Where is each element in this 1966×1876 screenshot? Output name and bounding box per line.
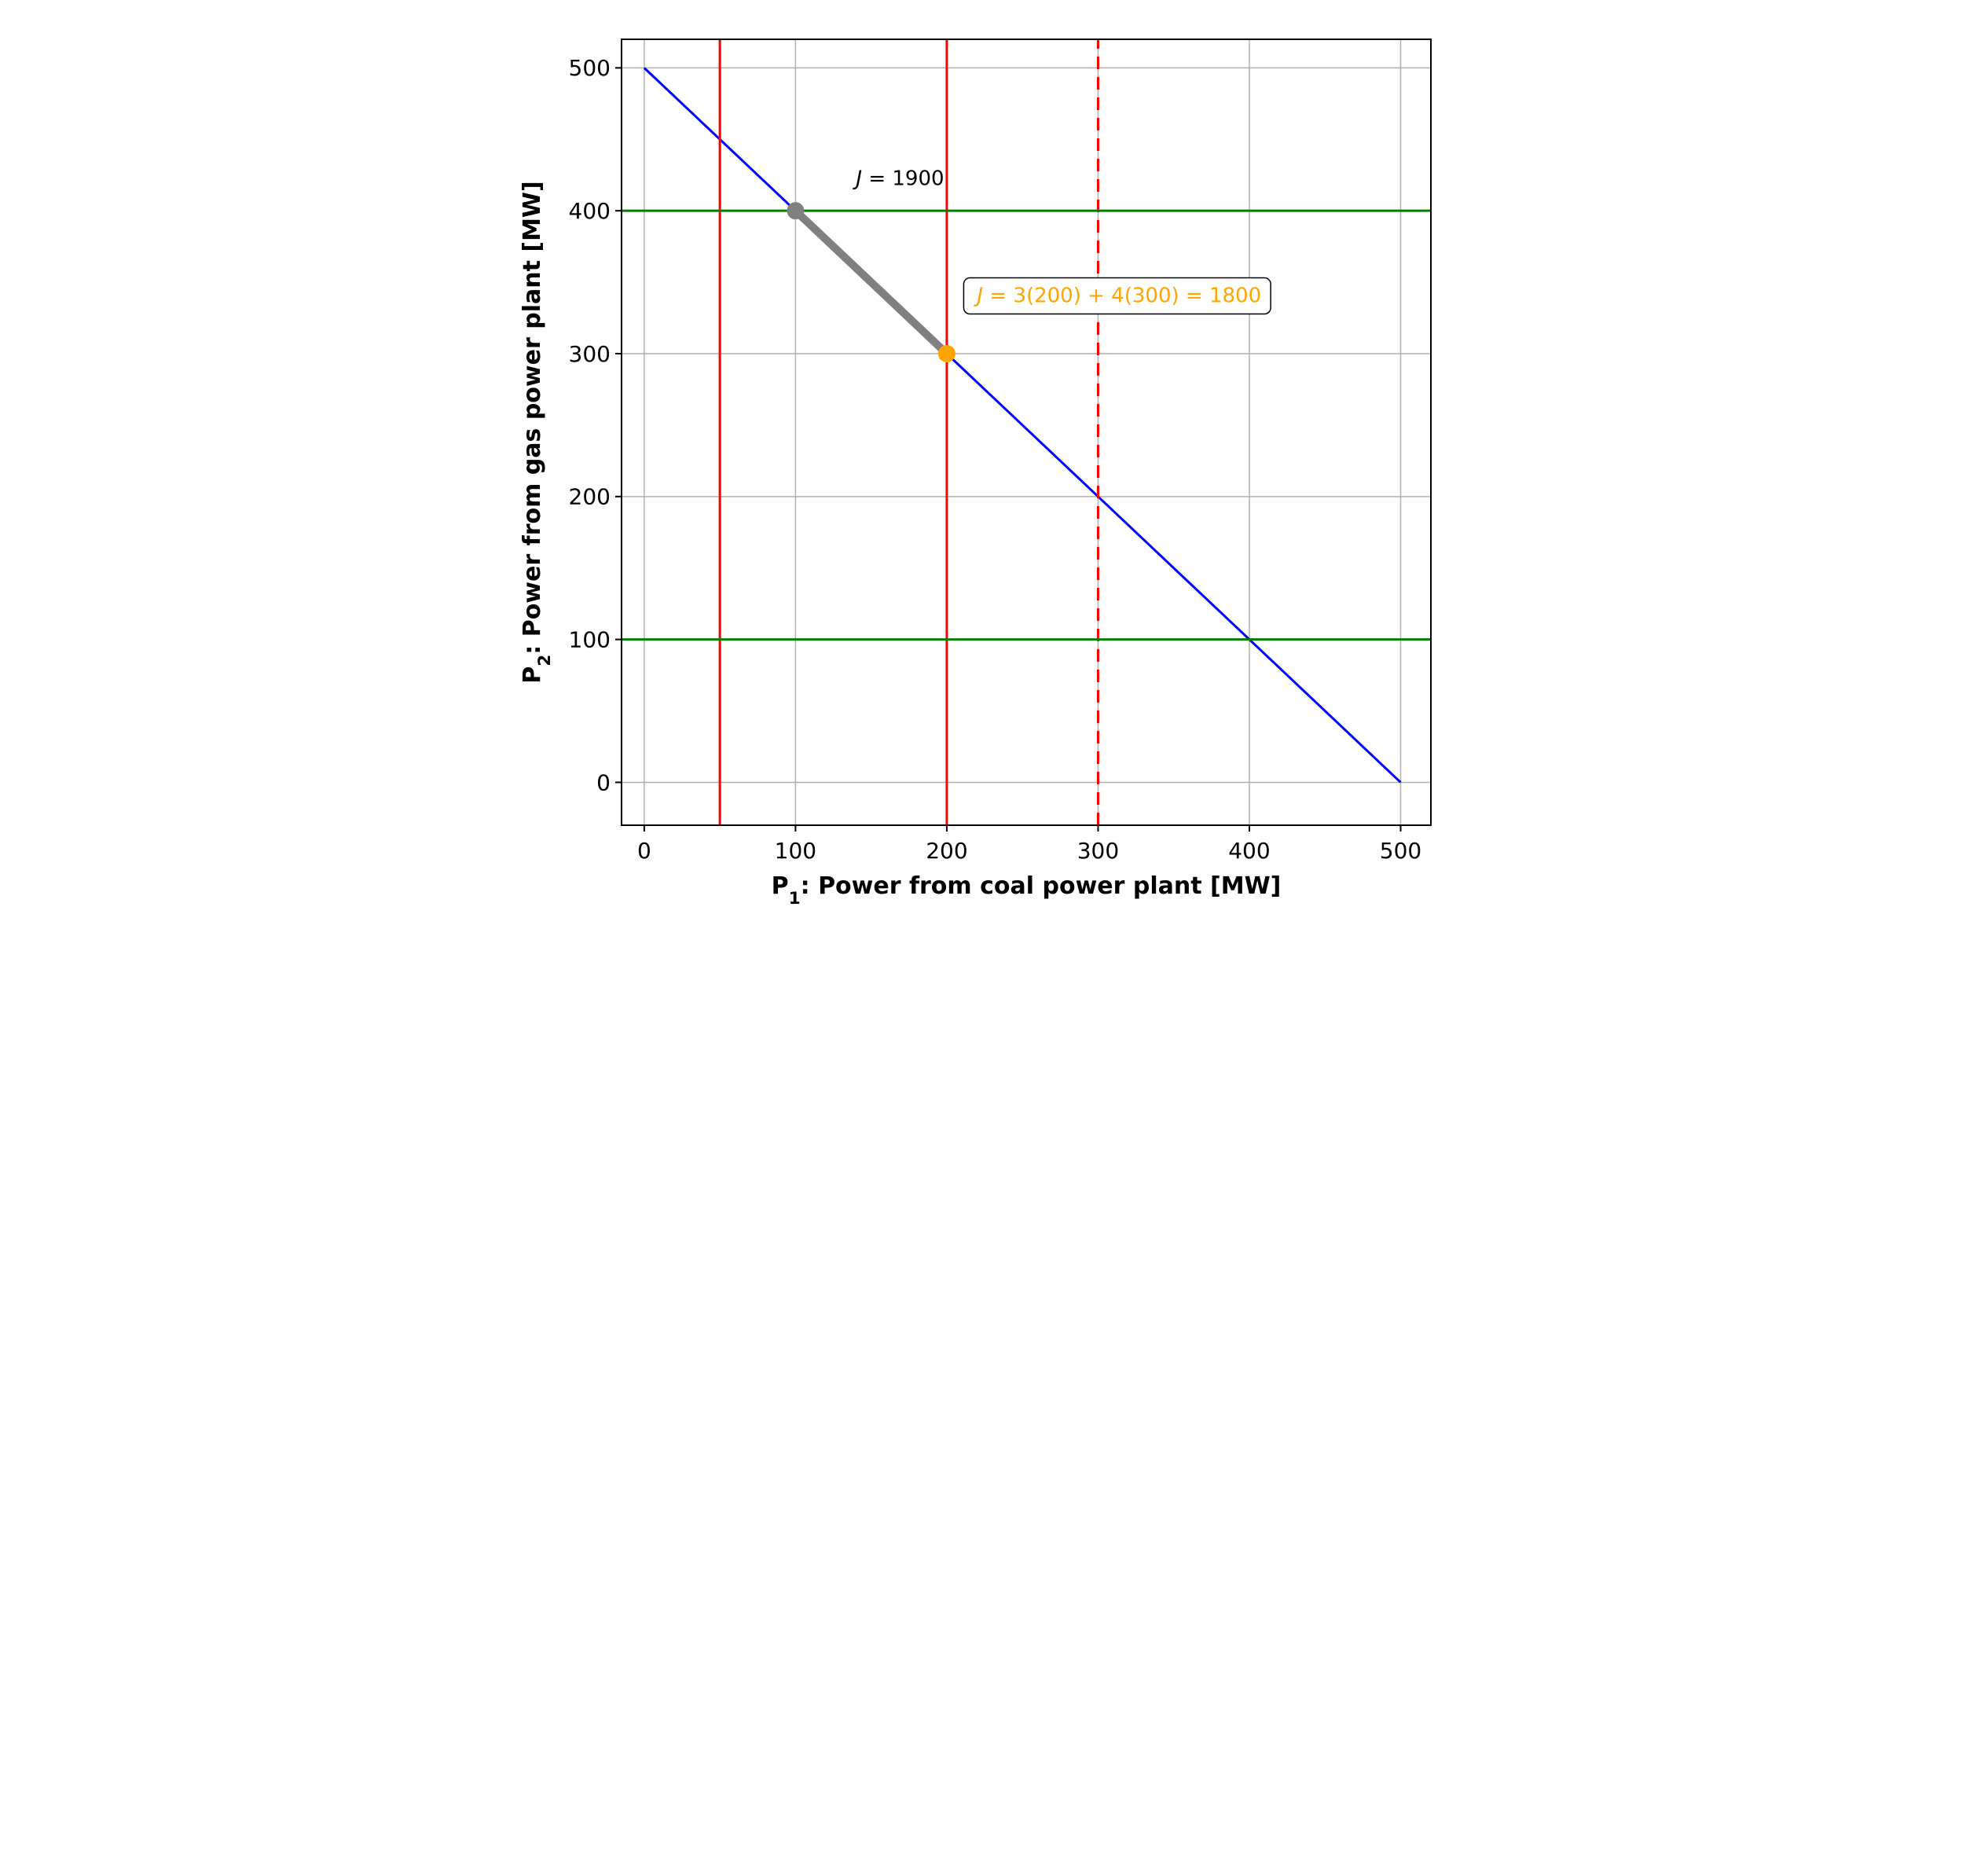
ytick-label: 500: [569, 55, 611, 81]
ytick-label: 400: [569, 198, 611, 224]
chart-bg: [512, 16, 1454, 916]
ann-j1900: J = 1900: [852, 167, 944, 190]
ytick-label: 200: [569, 484, 611, 510]
pt-orange: [938, 345, 955, 362]
xtick-label: 100: [775, 838, 816, 864]
xtick-label: 300: [1077, 838, 1119, 864]
xtick-label: 500: [1380, 838, 1421, 864]
ytick-label: 300: [569, 341, 611, 367]
pt-gray: [787, 202, 804, 219]
ann-j1800-text: J = 3(200) + 4(300) = 1800: [973, 285, 1261, 308]
xtick-label: 400: [1228, 838, 1270, 864]
ytick-label: 100: [569, 626, 611, 652]
ann-j1800: J = 3(200) + 4(300) = 1800: [963, 278, 1271, 314]
ann-j1900-text: J = 1900: [852, 167, 944, 190]
ytick-label: 0: [596, 769, 611, 795]
xtick-label: 0: [637, 838, 651, 864]
xtick-label: 200: [926, 838, 967, 864]
chart-container: 01002003004005000100200300400500P1: Powe…: [512, 16, 1454, 916]
chart-svg: 01002003004005000100200300400500P1: Powe…: [512, 16, 1454, 916]
